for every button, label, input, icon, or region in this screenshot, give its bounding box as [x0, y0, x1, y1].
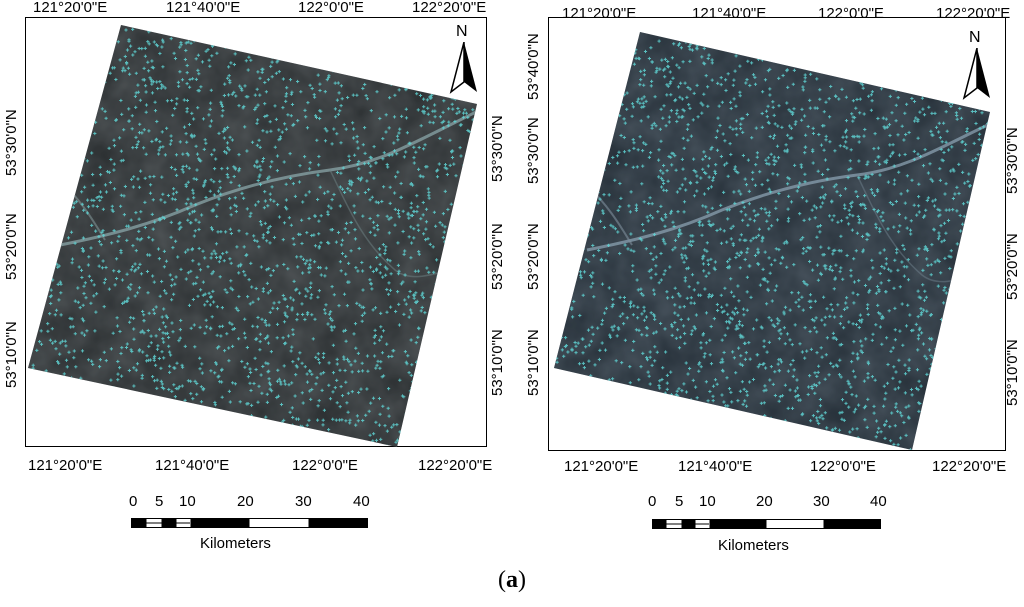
- lon-label-bottom: 121°20'0"E: [28, 457, 103, 474]
- lat-label-right: 53°10'0"N: [489, 329, 506, 396]
- lon-label-bottom: 122°0'0"E: [292, 457, 358, 474]
- scale-label: 40: [870, 493, 887, 510]
- scale-label: 5: [675, 493, 684, 510]
- scale-bar-graphic: [131, 518, 368, 528]
- scale-label: 40: [353, 493, 370, 510]
- scale-label: 30: [813, 493, 830, 510]
- scale-bar: 0 5 10 20 30 40 Kilometers: [126, 494, 376, 554]
- north-arrow-icon: [449, 42, 477, 94]
- map-panel-right: 121°20'0"E 121°40'0"E 122°0'0"E 122°20'0…: [512, 0, 1024, 560]
- lat-label-left: 53°40'0"N: [525, 33, 542, 100]
- lon-label-bottom: 121°20'0"E: [564, 458, 639, 475]
- lon-label-top: 121°20'0"E: [562, 5, 637, 22]
- caption-close: ): [518, 567, 526, 593]
- scale-unit: Kilometers: [200, 535, 271, 552]
- caption-letter: a: [506, 567, 518, 593]
- lon-label-top: 121°40'0"E: [692, 5, 767, 22]
- river: [586, 116, 990, 252]
- lat-label-right: 53°10'0"N: [1004, 339, 1021, 406]
- lon-label-top: 121°20'0"E: [33, 0, 108, 16]
- scale-label: 0: [129, 493, 138, 510]
- lat-label-left: 53°20'0"N: [3, 213, 20, 280]
- lon-label-bottom: 122°20'0"E: [418, 457, 493, 474]
- lon-label-top: 122°20'0"E: [412, 0, 487, 16]
- lon-label-top: 122°0'0"E: [298, 0, 364, 16]
- lon-label-top: 122°20'0"E: [936, 5, 1011, 22]
- scale-label: 20: [756, 493, 773, 510]
- lat-label-left: 53°10'0"N: [525, 329, 542, 396]
- satellite-image: [28, 25, 477, 447]
- lon-label-bottom: 121°40'0"E: [155, 457, 230, 474]
- lat-label-left: 53°30'0"N: [525, 117, 542, 184]
- scale-label: 10: [179, 493, 196, 510]
- map-panel-left: 121°20'0"E 121°40'0"E 122°0'0"E 122°20'0…: [0, 0, 512, 560]
- lat-label-right: 53°30'0"N: [489, 115, 506, 182]
- scale-unit: Kilometers: [718, 537, 789, 554]
- lat-label-right: 53°20'0"N: [1004, 233, 1021, 300]
- lat-label-right: 53°30'0"N: [1004, 127, 1021, 194]
- river: [59, 108, 477, 247]
- lat-label-right: 53°20'0"N: [489, 223, 506, 290]
- figure-caption: (a): [0, 568, 1024, 592]
- north-arrow: N: [960, 30, 994, 100]
- north-arrow-icon: [962, 48, 990, 100]
- lon-label-bottom: 122°0'0"E: [810, 458, 876, 475]
- lon-label-top: 122°0'0"E: [818, 5, 884, 22]
- lat-label-left: 53°30'0"N: [3, 109, 20, 176]
- scale-bar-graphic: [652, 519, 881, 529]
- map-frame: [548, 17, 1006, 451]
- lon-label-top: 121°40'0"E: [166, 0, 241, 16]
- lat-label-left: 53°20'0"N: [525, 223, 542, 290]
- lat-label-left: 53°10'0"N: [3, 321, 20, 388]
- scale-label: 30: [295, 493, 312, 510]
- lon-label-bottom: 122°20'0"E: [932, 458, 1007, 475]
- scale-label: 0: [648, 493, 657, 510]
- caption-open: (: [498, 567, 506, 593]
- scale-bar: 0 5 10 20 30 40 Kilometers: [648, 494, 898, 554]
- scale-label: 5: [155, 493, 164, 510]
- satellite-image: [554, 32, 990, 450]
- north-label: N: [969, 29, 981, 46]
- scale-label: 10: [699, 493, 716, 510]
- map-frame: [25, 17, 487, 447]
- north-arrow: N: [447, 24, 481, 94]
- lon-label-bottom: 121°40'0"E: [678, 458, 753, 475]
- north-label: N: [456, 23, 468, 40]
- scale-label: 20: [237, 493, 254, 510]
